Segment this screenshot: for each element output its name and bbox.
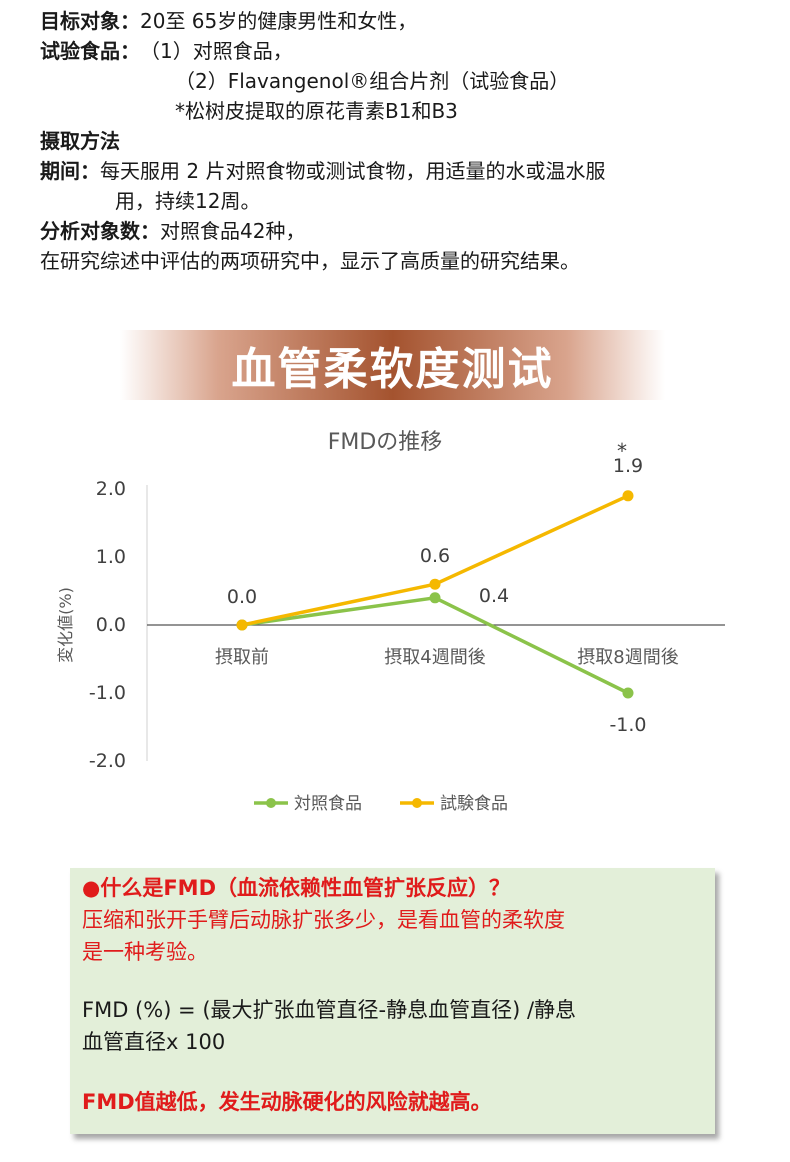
banner-title: 血管柔软度测试 [231, 344, 554, 395]
subject-row: 目标对象： 20至 65岁的健康男性和女性， [40, 6, 760, 36]
count-row: 分析对象数： 对照食品42种， [40, 216, 760, 246]
fmd-note-box: ●什么是FMD（血流依赖性血管扩张反应）？ 压缩和张开手臂后动脉扩张多少，是看血… [70, 868, 715, 1134]
y-axis-label: 変化値(%) [56, 587, 75, 663]
food-label: 试验食品： [40, 39, 140, 63]
fmd-line-chart: FMDの推移 2.0 1.0 0.0 -1.0 -2.0 変化値(%) 摂取前 摂取4週間後 摂取… [56, 430, 725, 814]
subject-value: 20至 65岁的健康男性和女性， [140, 9, 418, 33]
legend-label: 試験食品 [440, 794, 508, 814]
food-line-2: （2）Flavangenol®组合片剂（试验食品） [175, 69, 570, 93]
note-desc-line-1: 压缩和张开手臂后动脉扩张多少，是看血管的柔软度 [82, 908, 565, 932]
note-formula-line-1: FMD (%) = (最大扩张血管直径-静息血管直径) /静息 [82, 998, 577, 1022]
data-label: 0.4 [479, 585, 509, 607]
food-row: 试验食品： （1）对照食品， [40, 36, 760, 66]
significance-mark: * [617, 439, 627, 463]
note-formula-line-2: 血管直径x 100 [82, 1030, 226, 1054]
legend-label: 対照食品 [294, 794, 362, 814]
data-label: -1.0 [609, 714, 646, 736]
x-tick-label: 摂取前 [215, 647, 269, 668]
summary-text: 在研究综述中评估的两项研究中，显示了高质量的研究结果。 [40, 249, 580, 273]
period-line-1: 每天服用 2 片对照食物或测试食物，用适量的水或温水服 [100, 159, 606, 183]
study-info: 目标对象： 20至 65岁的健康男性和女性， 试验食品： （1）对照食品， （2… [40, 6, 760, 276]
x-tick-label: 摂取4週間後 [384, 647, 485, 668]
chart-title: FMDの推移 [328, 430, 443, 455]
period-line-2: 用，持续12周。 [115, 189, 261, 213]
data-point [429, 578, 441, 590]
count-label: 分析对象数： [40, 219, 160, 243]
y-tick-label: -1.0 [89, 682, 126, 704]
note-heading: ●什么是FMD（血流依赖性血管扩张反应）？ [82, 876, 510, 900]
data-label: 1.9 [613, 455, 643, 477]
section-banner: 血管柔软度测试 [120, 330, 665, 400]
count-value: 对照食品42种， [160, 219, 306, 243]
data-label: 0.6 [420, 545, 450, 567]
note-desc-line-2: 是一种考验。 [82, 940, 208, 964]
legend-swatch-dot [266, 798, 276, 808]
data-point [622, 687, 634, 699]
note-conclusion: FMD值越低，发生动脉硬化的风险就越高。 [82, 1090, 492, 1114]
legend-swatch-dot [412, 798, 422, 808]
subject-label: 目标对象： [40, 9, 140, 33]
x-tick-label: 摂取8週間後 [577, 647, 678, 668]
food-line-3: *松树皮提取的原花青素B1和B3 [175, 99, 458, 123]
period-row: 期间： 每天服用 2 片对照食物或测试食物，用适量的水或温水服 [40, 156, 760, 186]
food-line-1: （1）对照食品， [140, 39, 293, 63]
data-point [622, 490, 634, 502]
period-label: 期间： [40, 159, 100, 183]
y-tick-label: 0.0 [96, 614, 126, 636]
y-tick-label: -2.0 [89, 750, 126, 772]
data-point [429, 592, 441, 604]
y-tick-label: 2.0 [96, 478, 126, 500]
data-label: 0.0 [227, 586, 257, 608]
y-tick-label: 1.0 [96, 546, 126, 568]
data-point [236, 619, 248, 631]
method-label: 摄取方法 [40, 129, 120, 153]
